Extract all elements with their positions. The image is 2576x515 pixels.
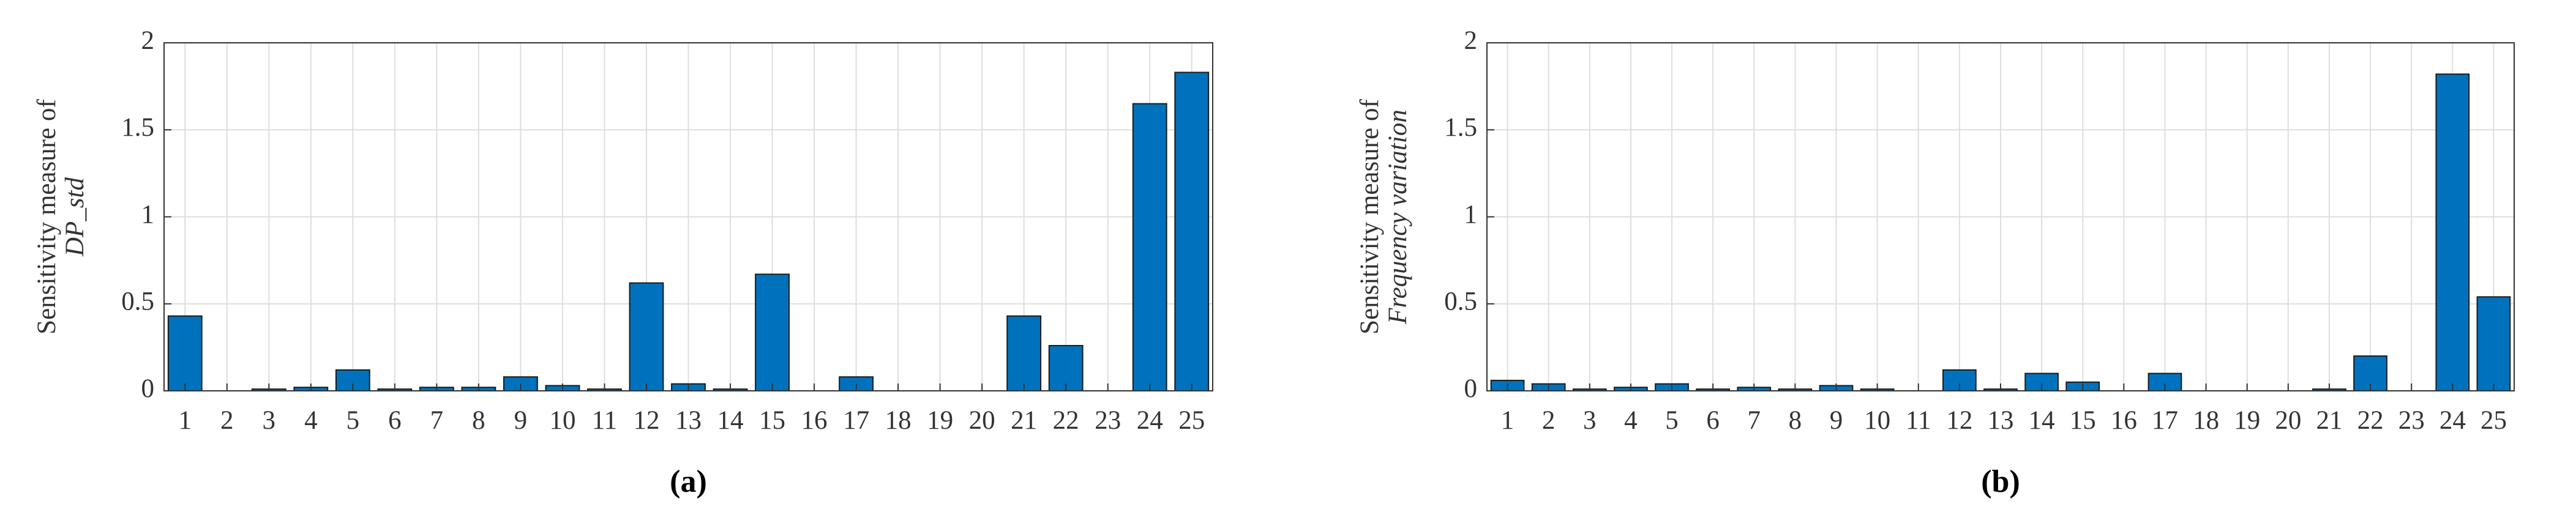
y-tick-label: 1.5: [121, 113, 154, 142]
x-tick-label: 9: [1830, 406, 1843, 435]
x-tick-label: 24: [2439, 406, 2466, 435]
x-tick-label: 25: [2481, 406, 2507, 435]
caption: (b): [1981, 464, 2020, 499]
x-tick-label: 6: [388, 406, 402, 435]
x-tick-label: 13: [675, 406, 702, 435]
y-tick-label: 1: [141, 200, 155, 229]
x-tick-label: 16: [2111, 406, 2137, 435]
bar: [167, 315, 203, 391]
x-tick-label: 23: [1095, 406, 1121, 435]
axes-box: [1486, 42, 2515, 391]
bar: [629, 282, 664, 391]
x-tick-label: 19: [2234, 406, 2260, 435]
y-tick-label: 0.5: [1444, 287, 1477, 316]
x-tick-label: 14: [717, 406, 744, 435]
x-tick-label: 18: [885, 406, 912, 435]
y-tick-label: 0: [141, 374, 155, 403]
x-tick-label: 22: [2357, 406, 2384, 435]
y-tick-label: 2: [1464, 26, 1478, 55]
x-tick-label: 12: [633, 406, 659, 435]
x-tick-label: 23: [2398, 406, 2425, 435]
x-tick-label: 15: [2070, 406, 2096, 435]
bar: [1048, 345, 1084, 392]
x-tick-label: 9: [514, 406, 528, 435]
x-tick-label: 7: [1748, 406, 1761, 435]
x-tick-label: 1: [1501, 406, 1515, 435]
x-tick-label: 20: [969, 406, 995, 435]
y-axis-label: DP_std: [61, 177, 89, 258]
x-tick-label: 21: [2316, 406, 2342, 435]
x-tick-label: 20: [2275, 406, 2301, 435]
axes-box: [163, 42, 1213, 391]
x-tick-label: 19: [927, 406, 953, 435]
x-tick-label: 17: [2152, 406, 2178, 435]
x-tick-label: 5: [1665, 406, 1679, 435]
x-tick-label: 11: [592, 406, 617, 435]
x-tick-label: 2: [1542, 406, 1556, 435]
bar: [1006, 315, 1042, 391]
caption: (a): [670, 464, 707, 499]
x-tick-label: 22: [1053, 406, 1079, 435]
x-tick-label: 4: [1624, 406, 1638, 435]
x-tick-label: 4: [304, 406, 318, 435]
x-tick-label: 6: [1706, 406, 1720, 435]
x-tick-label: 16: [801, 406, 828, 435]
x-tick-label: 8: [1789, 406, 1802, 435]
x-tick-label: 8: [472, 406, 485, 435]
bar: [2435, 73, 2470, 391]
bar: [1132, 103, 1167, 391]
x-tick-label: 18: [2193, 406, 2219, 435]
x-tick-label: 5: [346, 406, 360, 435]
x-tick-label: 15: [759, 406, 785, 435]
x-tick-label: 1: [179, 406, 192, 435]
y-axis-label: Frequency variation: [1383, 109, 1412, 325]
x-tick-label: 17: [843, 406, 869, 435]
y-tick-label: 0: [1464, 374, 1478, 403]
y-axis-label: Sensitivity measure of: [32, 99, 61, 335]
y-tick-label: 0.5: [121, 287, 154, 316]
x-tick-label: 10: [1864, 406, 1890, 435]
x-tick-label: 14: [2029, 406, 2055, 435]
x-tick-label: 2: [220, 406, 234, 435]
x-tick-label: 24: [1137, 406, 1163, 435]
y-tick-label: 2: [141, 26, 155, 55]
y-tick-label: 1.5: [1444, 113, 1477, 142]
x-tick-label: 3: [263, 406, 276, 435]
y-axis-label: Sensitivity measure of: [1355, 99, 1384, 335]
x-tick-label: 25: [1178, 406, 1205, 435]
x-tick-label: 10: [549, 406, 575, 435]
x-tick-label: 3: [1583, 406, 1597, 435]
bar: [755, 273, 790, 392]
bar: [1174, 72, 1210, 392]
x-tick-label: 11: [1906, 406, 1931, 435]
x-tick-label: 12: [1946, 406, 1972, 435]
x-tick-label: 13: [1988, 406, 2014, 435]
y-tick-label: 1: [1464, 200, 1478, 229]
x-tick-label: 21: [1011, 406, 1037, 435]
x-tick-label: 7: [430, 406, 444, 435]
bar: [2476, 296, 2511, 391]
